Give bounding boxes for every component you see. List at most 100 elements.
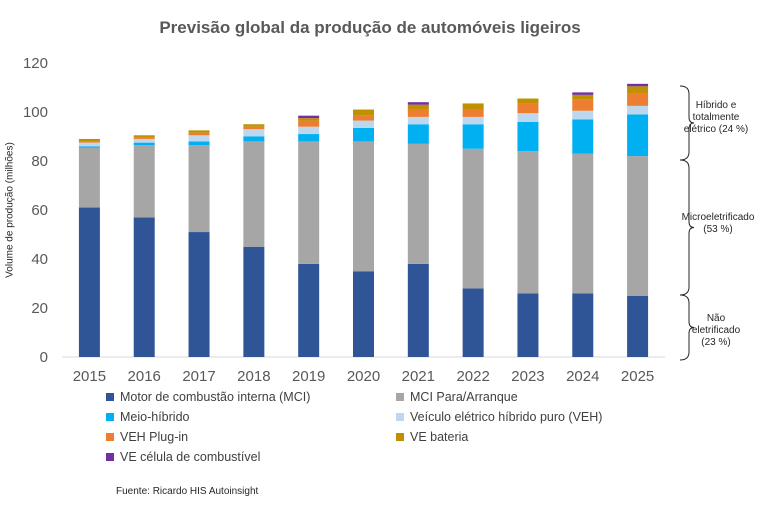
bar-segment [353, 109, 374, 116]
bar-segment [572, 99, 594, 111]
bar-segment [572, 92, 594, 95]
bar-segment [407, 109, 429, 117]
bar-segment [627, 114, 649, 157]
x-tick-label: 2016 [128, 368, 161, 385]
bar-segment [627, 83, 649, 87]
bar-segment [298, 115, 320, 119]
annotation-line: totalmente [692, 112, 740, 123]
bar-segment [572, 119, 594, 154]
bar-segment [627, 105, 649, 115]
annotation-line: (53 %) [703, 224, 733, 235]
legend-item: Motor de combustão interna (MCI) [106, 390, 310, 404]
legend-item: VE célula de combustível [106, 450, 260, 464]
legend-swatch [396, 433, 404, 441]
bar-segment [462, 124, 484, 149]
bar-segment [133, 137, 155, 139]
legend-swatch [106, 433, 114, 441]
legend-label: VE célula de combustível [120, 450, 261, 464]
bar-segment [627, 93, 649, 106]
bracket-micro-electrified [679, 159, 695, 296]
bar-segment [407, 104, 429, 110]
annotation-line: elétrico (24 %) [683, 124, 749, 135]
bar-segment [298, 126, 320, 135]
bar-segment [462, 148, 484, 289]
y-tick-label: 100 [23, 104, 48, 121]
bar-segment [243, 246, 265, 357]
legend-item: MCI Para/Arranque [396, 390, 518, 404]
bar-segment [572, 94, 594, 100]
legend-label: Veículo elétrico híbrido puro (VEH) [410, 410, 603, 424]
bar-segment [627, 156, 649, 296]
bar-segment [298, 141, 320, 264]
bar-segment [353, 271, 374, 357]
bar-segment [572, 110, 594, 120]
bar-segment [133, 217, 155, 357]
bar-segment [627, 86, 649, 94]
legend-item: Veículo elétrico híbrido puro (VEH) [396, 410, 602, 424]
legend-swatch [396, 393, 404, 401]
bar-segment [243, 136, 265, 142]
x-tick-label: 2019 [292, 368, 325, 385]
bar-segment [133, 138, 155, 143]
legend-label: VE bateria [410, 430, 469, 444]
bar-segment [572, 153, 594, 294]
y-tick-label: 120 [23, 55, 48, 72]
bracket-hybrid-electric [679, 85, 695, 161]
x-tick-label: 2025 [621, 368, 654, 385]
bar-segment [407, 116, 429, 125]
legend-item: VE bateria [396, 430, 468, 444]
legend-swatch [106, 413, 114, 421]
annotation-line: Híbrido e [695, 100, 737, 111]
bar-segment [188, 232, 210, 357]
bar-segment [78, 207, 100, 357]
annotation-non-electrified: Não eletrificado (23 %) [676, 313, 756, 349]
bar-segment [462, 116, 484, 125]
legend-label: VEH Plug-in [120, 430, 189, 444]
bar-segment [407, 263, 429, 357]
bar-segment [462, 109, 484, 117]
bar-segment [462, 288, 484, 357]
bar-segment [188, 130, 210, 133]
bar-segment [133, 142, 155, 146]
bar-segment [353, 120, 374, 128]
x-tick-label: 2017 [182, 368, 215, 385]
annotation-line: eletrificado [691, 325, 741, 336]
bar-segment [407, 143, 429, 264]
y-tick-label: 0 [40, 349, 48, 366]
bar-segment [517, 113, 539, 122]
bar-segment [572, 293, 594, 357]
bar-segment [407, 102, 429, 105]
x-tick-label: 2015 [73, 368, 106, 385]
bar-segment [78, 147, 100, 208]
x-tick-label: 2024 [566, 368, 599, 385]
legend-swatch [106, 393, 114, 401]
bar-segment [353, 115, 374, 121]
bar-segment [517, 121, 539, 152]
legend-swatch [396, 413, 404, 421]
legend-swatch [106, 453, 114, 461]
x-tick-label: 2021 [402, 368, 435, 385]
bar-segment [243, 141, 265, 247]
legend-item: Meio-híbrido [106, 410, 189, 424]
y-tick-label: 20 [31, 300, 48, 317]
annotation-line: (23 %) [701, 337, 731, 348]
annotation-hybrid-electric: Híbrido e totalmente elétrico (24 %) [676, 100, 756, 136]
bar-segment [627, 295, 649, 357]
bar-segment [188, 141, 210, 146]
bar-segment [462, 103, 484, 110]
bar-segment [298, 120, 320, 127]
bar-segment [517, 293, 539, 357]
bar-segment [298, 134, 320, 142]
y-tick-label: 60 [31, 202, 48, 219]
y-tick-label: 80 [31, 153, 48, 170]
bar-segment [517, 151, 539, 294]
x-tick-label: 2022 [456, 368, 489, 385]
bar-segment [78, 138, 100, 142]
bar-segment [353, 141, 374, 272]
source-note: Fuente: Ricardo HIS Autoinsight [116, 486, 259, 497]
bar-segment [517, 103, 539, 114]
bar-segment [298, 263, 320, 357]
bar-segment [298, 118, 320, 121]
bar-segment [243, 124, 265, 127]
